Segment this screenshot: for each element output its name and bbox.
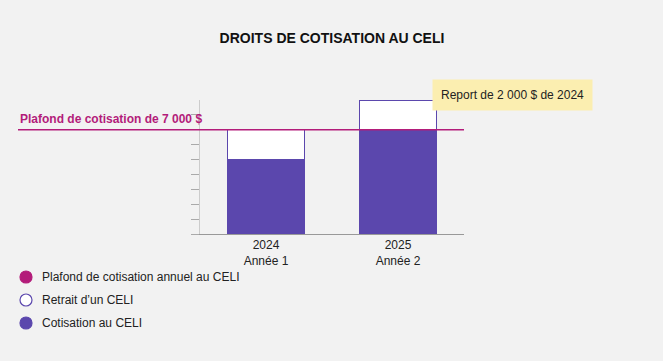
svg-text:2025Année 2: 2025Année 2 bbox=[376, 238, 421, 268]
svg-text:Plafond de cotisation annuel a: Plafond de cotisation annuel au CELI bbox=[42, 270, 239, 284]
svg-text:Cotisation au CELI: Cotisation au CELI bbox=[42, 316, 142, 330]
svg-text:DROITS DE COTISATION AU CELI: DROITS DE COTISATION AU CELI bbox=[220, 30, 445, 46]
svg-text:Plafond de cotisation de 7 000: Plafond de cotisation de 7 000 $ bbox=[20, 112, 202, 126]
svg-text:Report de 2 000 $ de 2024: Report de 2 000 $ de 2024 bbox=[441, 88, 584, 102]
svg-text:2024Année 1: 2024Année 1 bbox=[244, 238, 289, 268]
svg-text:Retrait d’un CELI: Retrait d’un CELI bbox=[42, 293, 133, 307]
